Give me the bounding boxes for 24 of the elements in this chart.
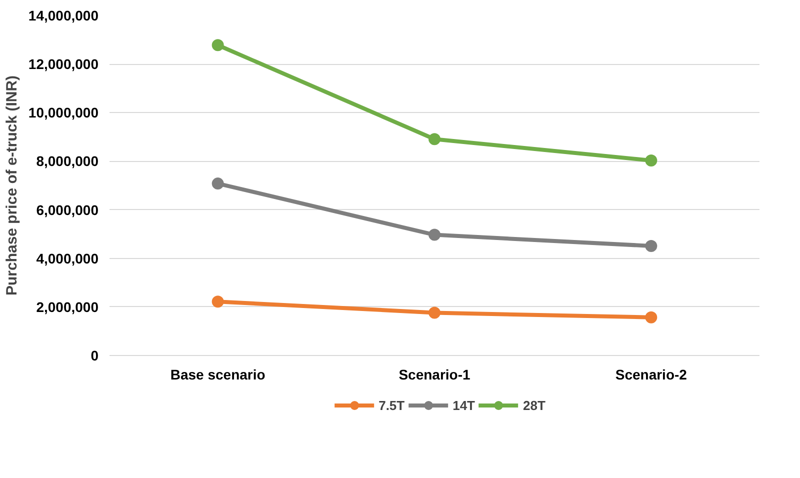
y-tick-label: 6,000,000	[36, 202, 99, 218]
legend-label: 7.5T	[378, 398, 405, 412]
x-tick-label: Base scenario	[170, 366, 266, 382]
legend-label: 14T	[452, 398, 476, 412]
y-tick-label: 12,000,000	[28, 56, 99, 72]
point	[428, 306, 440, 319]
y-tick-label: 8,000,000	[36, 153, 99, 170]
x-tick-label: Scenario-2	[615, 366, 688, 382]
y-axis-title: Purchase price of e-truck (INR)	[3, 75, 20, 296]
y-tick-label: 2,000,000	[36, 298, 99, 315]
x-tick-label: Scenario-1	[398, 366, 471, 382]
point	[212, 39, 224, 52]
point	[645, 311, 658, 324]
y-tick-label: 14,000,000	[28, 8, 99, 24]
point	[212, 296, 224, 308]
point	[645, 240, 658, 252]
y-tick-label: 10,000,000	[28, 104, 99, 121]
point	[212, 178, 224, 190]
point	[428, 133, 440, 146]
point	[645, 154, 658, 166]
legend-label: 28T	[523, 398, 546, 412]
y-tick-label: 0	[90, 348, 99, 364]
point	[428, 228, 440, 241]
y-tick-label: 4,000,000	[36, 250, 99, 266]
